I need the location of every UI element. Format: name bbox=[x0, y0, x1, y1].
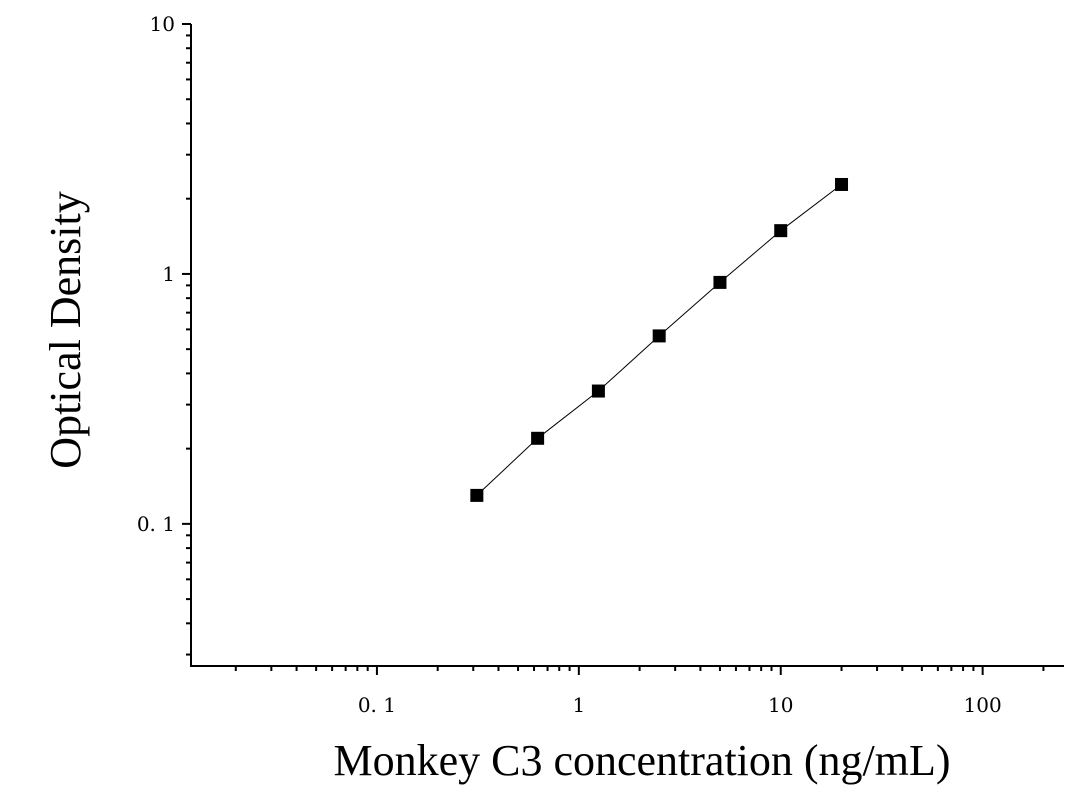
axes bbox=[190, 24, 1064, 667]
x-tick-label: 1 bbox=[572, 693, 585, 717]
data-point bbox=[652, 329, 666, 343]
data-points bbox=[470, 177, 849, 502]
data-point bbox=[470, 488, 484, 502]
x-tick-label: 10 bbox=[768, 693, 793, 717]
data-point bbox=[531, 431, 545, 445]
y-tick-label: 0. 1 bbox=[137, 512, 175, 536]
data-point bbox=[774, 224, 788, 238]
ticks: 0. 1 1 10 100 0. 1 1 10 bbox=[137, 12, 1045, 717]
x-tick-label: 100 bbox=[964, 693, 1002, 717]
x-axis-title: Monkey C3 concentration (ng/mL) bbox=[333, 736, 950, 785]
data-point bbox=[835, 177, 849, 191]
y-axis-title: Optical Density bbox=[41, 191, 90, 468]
data-point bbox=[591, 384, 605, 398]
y-tick-label: 10 bbox=[150, 12, 175, 36]
y-tick-label: 1 bbox=[162, 262, 175, 286]
data-point bbox=[713, 275, 727, 289]
x-tick-label: 0. 1 bbox=[358, 693, 396, 717]
